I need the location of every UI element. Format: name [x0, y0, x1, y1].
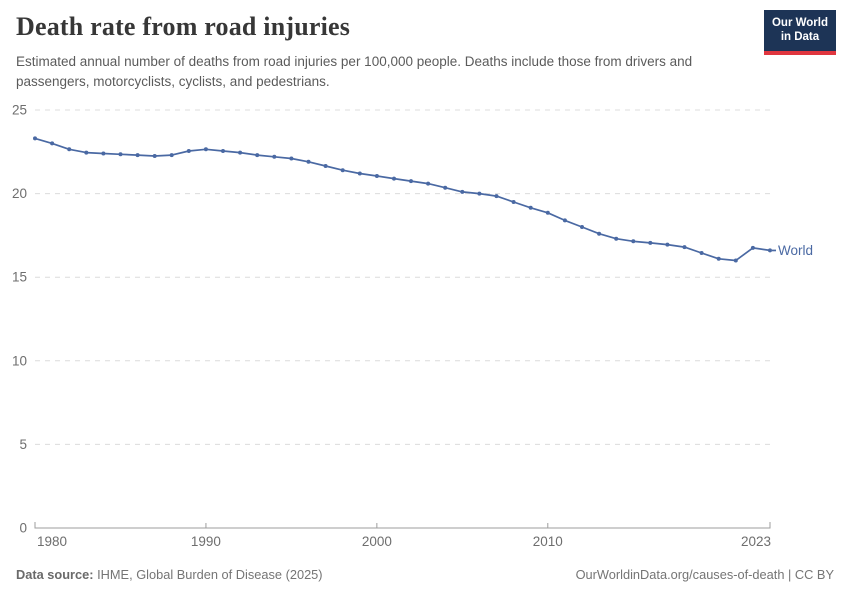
owid-logo[interactable]: Our World in Data [763, 10, 836, 55]
data-source: Data source: IHME, Global Burden of Dise… [16, 567, 323, 582]
data-point-2005 [460, 189, 465, 194]
x-axis-label-2023: 2023 [741, 534, 771, 549]
data-point-1984 [101, 151, 106, 156]
data-point-1980 [33, 136, 37, 141]
page-title: Death rate from road injuries [16, 12, 351, 41]
data-point-2021 [733, 258, 738, 263]
data-point-1992 [238, 150, 243, 155]
data-point-2012 [580, 225, 584, 229]
data-point-2022 [750, 245, 755, 250]
data-point-1999 [357, 171, 362, 176]
data-point-1991 [221, 149, 225, 153]
data-point-2011 [562, 218, 567, 223]
x-axis-label-1980: 1980 [37, 534, 67, 549]
data-source-label: Data source: [16, 567, 94, 582]
chart-footer: Data source: IHME, Global Burden of Dise… [16, 567, 834, 582]
x-axis-label-2010: 2010 [533, 534, 563, 549]
data-point-2002 [409, 179, 413, 184]
data-point-2020 [716, 256, 721, 261]
y-axis-label-25: 25 [12, 103, 27, 118]
data-point-1988 [169, 153, 174, 158]
data-point-2014 [614, 236, 619, 241]
data-point-2003 [426, 181, 431, 186]
y-axis-label-10: 10 [12, 353, 27, 368]
data-point-1993 [255, 153, 260, 158]
owid-logo-line1: Our World [771, 17, 828, 29]
y-axis-label-5: 5 [19, 437, 27, 452]
data-point-2018 [682, 245, 687, 250]
footer-citation[interactable]: OurWorldinData.org/causes-of-death | CC … [575, 567, 834, 582]
data-point-1981 [50, 141, 55, 146]
x-axis-line [34, 522, 771, 529]
data-point-1994 [272, 154, 277, 159]
owid-logo-line2: in Data [780, 31, 820, 44]
data-point-2023 [768, 248, 772, 253]
y-axis-label-15: 15 [12, 270, 27, 285]
data-point-2000 [374, 174, 379, 178]
y-axis-label-20: 20 [12, 186, 27, 201]
x-axis-label-1990: 1990 [191, 534, 221, 549]
data-point-1997 [323, 164, 328, 168]
series-label-world[interactable]: World [778, 243, 813, 258]
data-point-1987 [152, 154, 157, 158]
data-point-2016 [648, 240, 653, 245]
data-point-2006 [477, 191, 482, 196]
data-point-2004 [443, 185, 448, 190]
series-line-world[interactable] [34, 137, 771, 262]
data-point-1989 [186, 149, 191, 153]
chart-subtitle: Estimated annual number of deaths from r… [16, 54, 693, 89]
data-point-2019 [699, 251, 704, 255]
data-point-2017 [665, 242, 670, 247]
data-point-2013 [597, 231, 602, 236]
data-point-1983 [84, 150, 89, 155]
data-point-2009 [528, 205, 533, 210]
data-point-2008 [511, 200, 516, 204]
data-source-text: IHME, Global Burden of Disease (2025) [93, 567, 323, 582]
data-point-1986 [135, 153, 140, 158]
x-axis-label-2000: 2000 [362, 534, 392, 549]
data-point-2001 [392, 176, 396, 181]
data-point-2010 [545, 210, 550, 215]
data-point-1998 [340, 168, 345, 173]
y-axis-label-0: 0 [19, 521, 27, 536]
data-point-1995 [289, 156, 294, 161]
data-point-1985 [118, 152, 123, 157]
data-point-2015 [631, 239, 636, 244]
data-point-1982 [67, 147, 72, 152]
data-point-2007 [494, 194, 499, 199]
data-point-1996 [306, 159, 311, 164]
data-point-1990 [203, 147, 208, 152]
